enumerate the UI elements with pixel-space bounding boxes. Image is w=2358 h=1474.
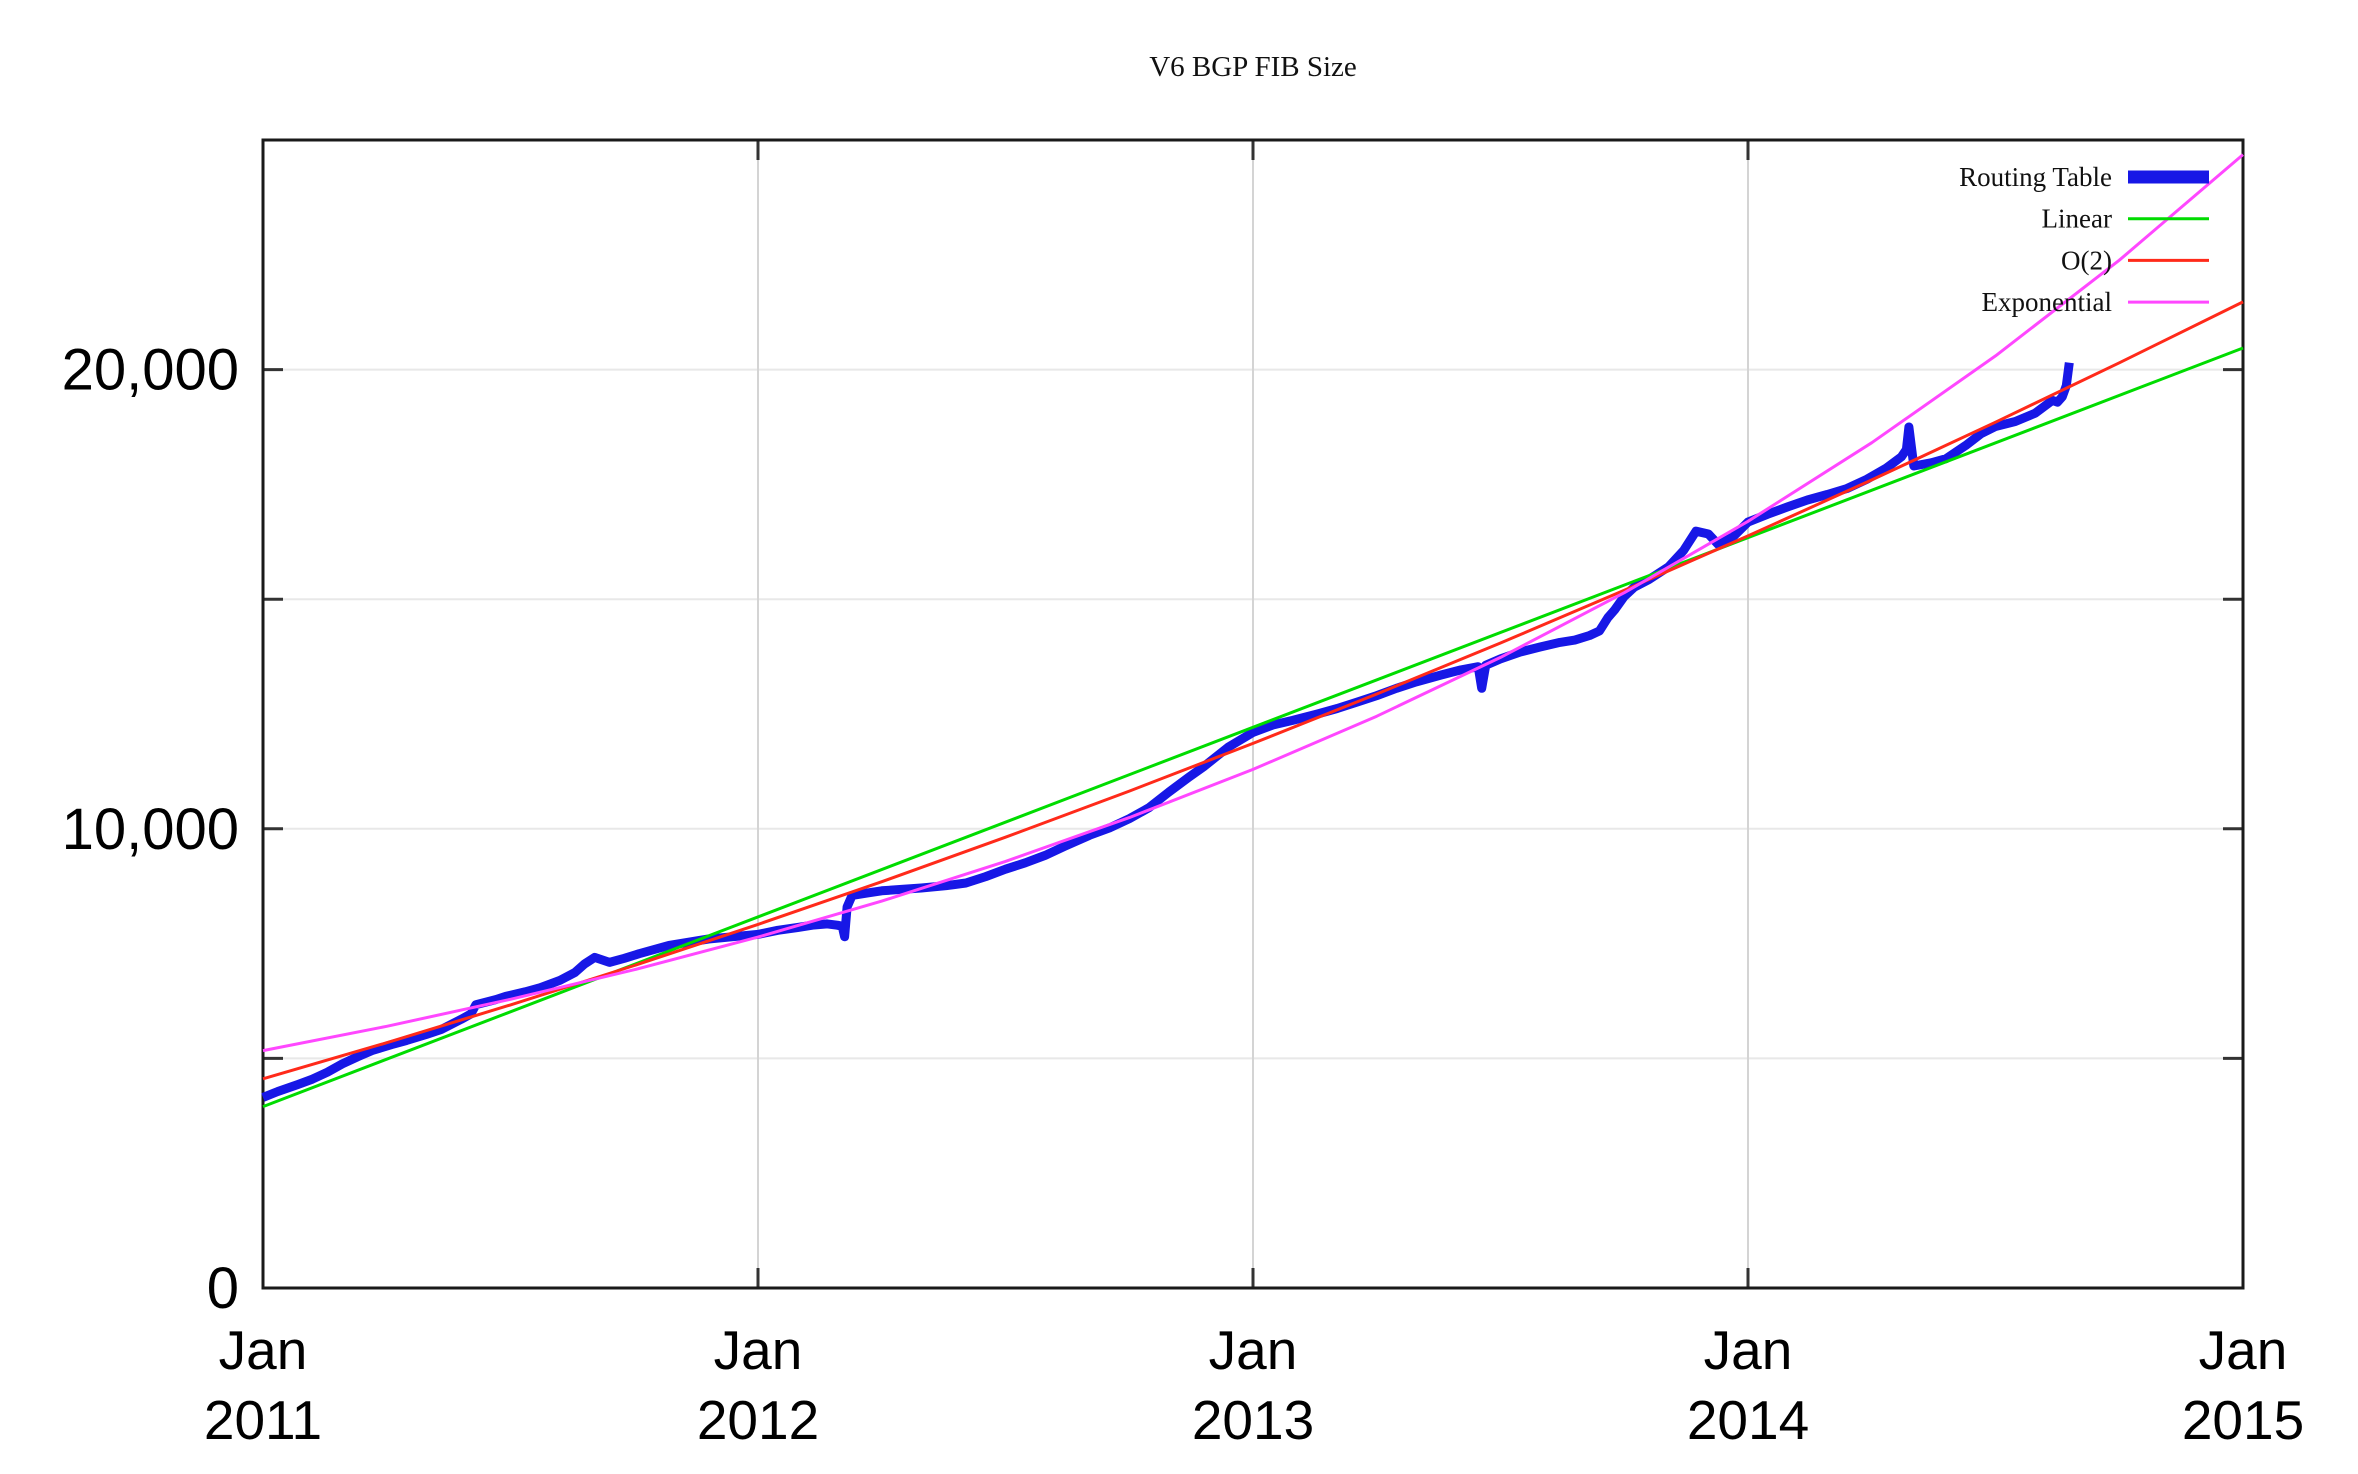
legend-label-routing_table: Routing Table [1959, 162, 2112, 192]
x-tick-label-year: 2014 [1687, 1389, 1809, 1451]
axis-labels: 0 10,000 20,000 Jan 2011 Jan 2012 Jan 2013 Jan 201… [62, 338, 2305, 1451]
y-tick-label: 20,000 [62, 338, 239, 403]
legend: Routing Table Linear O(2) Exponential [1959, 162, 2209, 317]
x-tick-label-month: Jan [1704, 1319, 1793, 1381]
plot-border [261, 138, 2245, 1290]
y-tick-label: 0 [207, 1256, 239, 1321]
y-tick-label: 10,000 [62, 797, 239, 862]
gridlines [263, 140, 2243, 1288]
legend-label-o2: O(2) [2061, 245, 2112, 275]
x-tick-label-year: 2012 [697, 1389, 819, 1451]
x-tick-label-month: Jan [714, 1319, 803, 1381]
series-exponential-line [262, 153, 2244, 1053]
x-tick-label-year: 2011 [204, 1389, 322, 1451]
x-tick-label-year: 2013 [1192, 1389, 1314, 1451]
data-series [261, 153, 2244, 1109]
x-tick-label-month: Jan [1209, 1319, 1298, 1381]
x-tick-label-year: 2015 [2182, 1389, 2304, 1451]
x-tick-label-month: Jan [2199, 1319, 2288, 1381]
legend-label-linear: Linear [2042, 204, 2112, 234]
series-routing_table-line [261, 362, 2074, 1102]
chart-title: V6 BGP FIB Size [1149, 51, 1357, 83]
x-tick-label-month: Jan [219, 1319, 308, 1381]
legend-label-exponential: Exponential [1982, 287, 2112, 317]
